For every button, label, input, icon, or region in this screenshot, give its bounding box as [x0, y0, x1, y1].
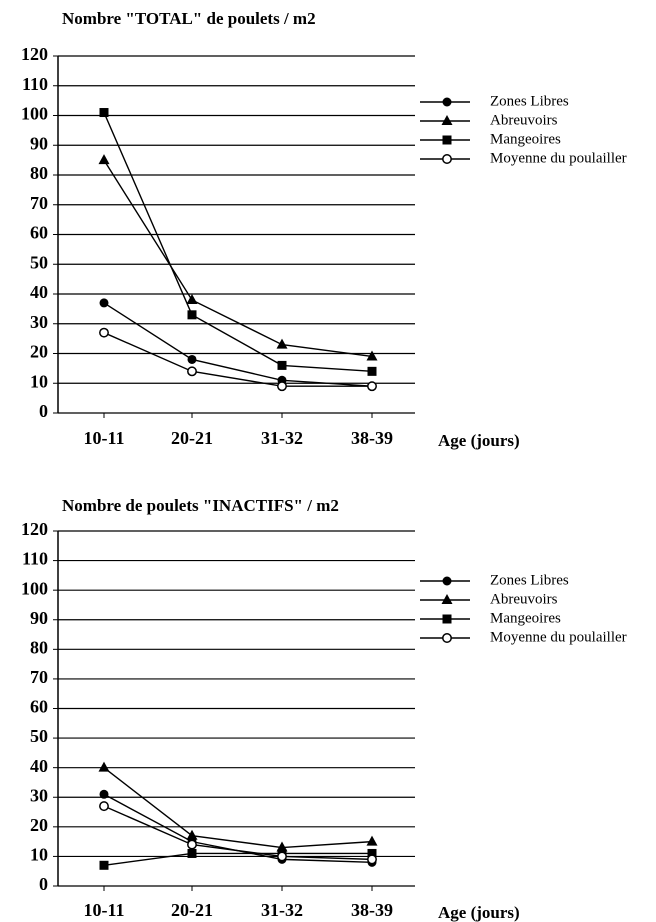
y-tick-label: 50 — [30, 726, 48, 746]
marker — [186, 829, 198, 840]
marker — [441, 594, 453, 604]
y-tick-label: 90 — [30, 608, 48, 628]
y-tick-label: 80 — [30, 163, 48, 183]
series-line — [103, 767, 373, 849]
y-tick-label: 40 — [30, 756, 48, 776]
x-axis-label: Age (jours) — [438, 431, 520, 450]
chart-title: Nombre de poulets "INACTIFS" / m2 — [62, 496, 339, 515]
marker — [277, 851, 287, 862]
marker — [99, 789, 109, 799]
y-tick-label: 80 — [30, 637, 48, 657]
marker — [366, 835, 378, 846]
x-tick-label: 38-39 — [351, 428, 393, 448]
y-tick-label: 30 — [30, 785, 48, 805]
marker — [186, 293, 198, 304]
series-line — [103, 793, 373, 864]
marker — [366, 350, 378, 361]
series-line — [103, 302, 373, 387]
legend-label: Zones Libres — [490, 572, 569, 588]
y-tick-label: 50 — [30, 252, 48, 272]
x-tick-label: 20-21 — [171, 900, 213, 920]
marker — [187, 366, 197, 377]
marker — [99, 860, 109, 870]
marker — [367, 366, 377, 376]
y-tick-label: 90 — [30, 133, 48, 153]
marker — [276, 338, 288, 349]
y-tick-label: 0 — [39, 401, 48, 421]
marker — [442, 614, 452, 624]
x-axis-label: Age (jours) — [438, 903, 520, 922]
marker — [187, 839, 197, 850]
series-line — [103, 332, 372, 387]
y-tick-label: 70 — [30, 667, 48, 687]
x-tick-label: 31-32 — [261, 900, 303, 920]
marker — [187, 354, 197, 364]
marker — [99, 108, 109, 118]
y-tick-label: 30 — [30, 312, 48, 332]
series-line — [103, 159, 373, 358]
series-line — [103, 805, 373, 861]
marker — [99, 327, 109, 338]
marker — [99, 801, 109, 812]
x-tick-label: 10-11 — [83, 428, 124, 448]
legend-label: Zones Libres — [490, 93, 569, 109]
marker — [98, 761, 110, 772]
x-tick-label: 10-11 — [83, 900, 124, 920]
x-tick-label: 20-21 — [171, 428, 213, 448]
marker — [367, 854, 377, 865]
marker — [442, 576, 452, 586]
y-tick-label: 10 — [30, 845, 48, 865]
y-tick-label: 40 — [30, 282, 48, 302]
marker — [441, 115, 453, 125]
series-line — [103, 852, 372, 866]
y-tick-label: 120 — [21, 44, 48, 64]
y-tick-label: 0 — [39, 874, 48, 894]
y-tick-label: 20 — [30, 342, 48, 362]
marker — [442, 633, 452, 643]
y-tick-label: 10 — [30, 371, 48, 391]
x-tick-label: 31-32 — [261, 428, 303, 448]
marker — [367, 848, 377, 858]
y-tick-label: 100 — [21, 104, 48, 124]
x-tick-label: 38-39 — [351, 900, 393, 920]
y-tick-label: 110 — [22, 74, 48, 94]
marker — [277, 360, 287, 370]
marker — [187, 310, 197, 320]
marker — [442, 135, 452, 145]
y-tick-label: 60 — [30, 697, 48, 717]
legend-label: Moyenne du poulailler — [490, 150, 627, 166]
y-tick-label: 100 — [21, 578, 48, 598]
legend-label: Moyenne du poulailler — [490, 629, 627, 645]
chart-title: Nombre "TOTAL" de poulets / m2 — [62, 9, 316, 28]
marker — [442, 154, 452, 164]
y-tick-label: 20 — [30, 815, 48, 835]
legend-label: Abreuvoirs — [490, 591, 558, 607]
marker — [187, 848, 197, 858]
marker — [99, 298, 109, 308]
marker — [442, 97, 452, 107]
y-tick-label: 110 — [22, 549, 48, 569]
y-tick-label: 70 — [30, 193, 48, 213]
legend-label: Mangeoires — [490, 131, 561, 147]
marker — [98, 154, 110, 165]
y-tick-label: 60 — [30, 223, 48, 243]
series-line — [103, 112, 373, 373]
marker — [277, 381, 287, 392]
legend-label: Mangeoires — [490, 610, 561, 626]
marker — [367, 381, 377, 392]
legend-label: Abreuvoirs — [490, 112, 558, 128]
y-tick-label: 120 — [21, 519, 48, 539]
